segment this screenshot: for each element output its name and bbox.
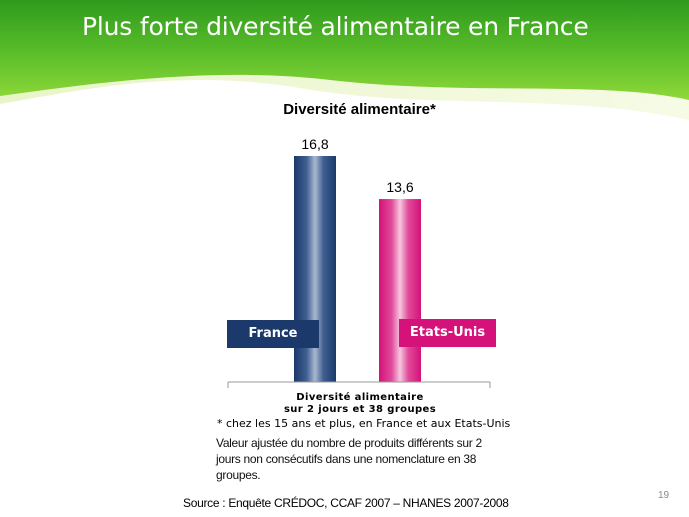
header-banner bbox=[0, 0, 689, 120]
data-label-etats-unis: 13,6 bbox=[386, 179, 413, 195]
adjustment-note: Valeur ajustée du nombre de produits dif… bbox=[216, 436, 482, 482]
bar-france bbox=[294, 156, 336, 382]
legend-france: France bbox=[227, 320, 319, 348]
data-label-france: 16,8 bbox=[301, 136, 328, 152]
x-axis-category-line2: sur 2 jours et 38 groupes bbox=[283, 404, 437, 415]
footnote: * chez les 15 ans et plus, en France et … bbox=[217, 417, 511, 430]
chart-title: Diversité alimentaire* bbox=[283, 101, 436, 118]
bar-etats-unis bbox=[379, 199, 421, 382]
source-text: Source : Enquête CRÉDOC, CCAF 2007 – NHA… bbox=[183, 496, 509, 510]
page-number: 19 bbox=[658, 490, 670, 501]
x-axis-category-label: Diversité alimentaire sur 2 jours et 38 … bbox=[260, 392, 460, 416]
x-axis-category-line1: Diversité alimentaire bbox=[296, 392, 424, 403]
slide-title: Plus forte diversité alimentaire en Fran… bbox=[82, 12, 589, 41]
legend-etats-unis: Etats-Unis bbox=[399, 319, 496, 347]
